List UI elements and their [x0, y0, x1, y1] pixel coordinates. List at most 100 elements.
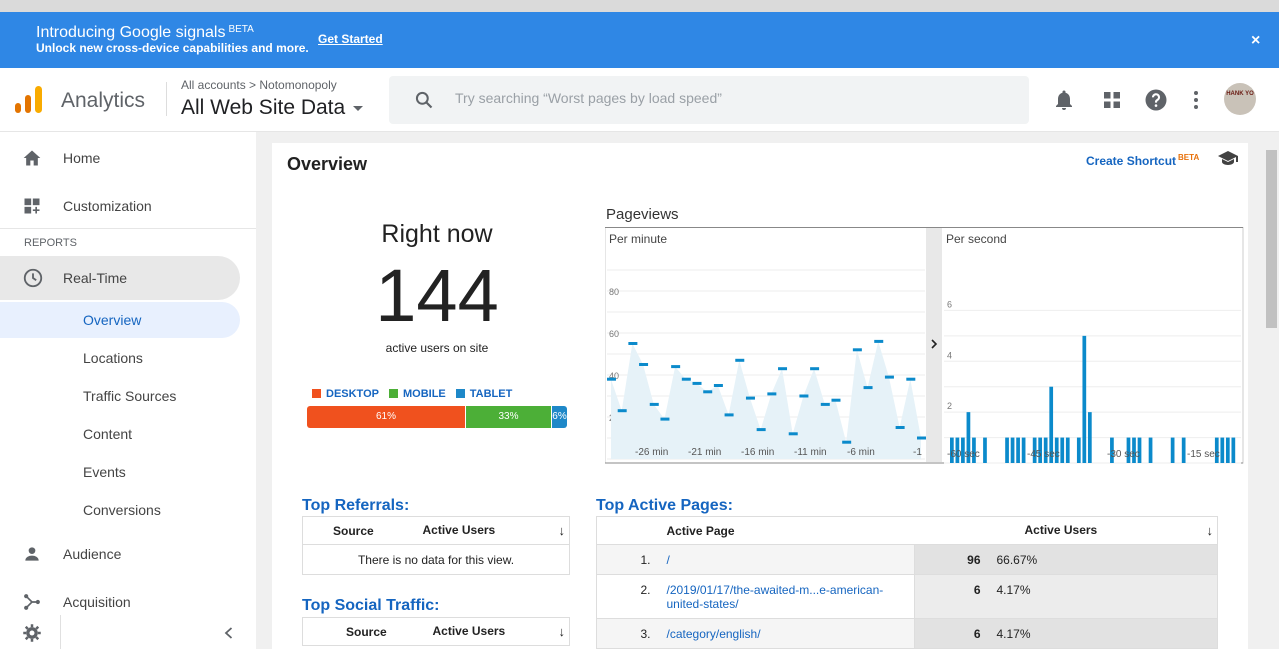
per-minute-point — [607, 377, 616, 381]
clock-icon — [23, 268, 43, 288]
sidebar-subitem-label: Overview — [83, 312, 142, 328]
avatar[interactable]: HANK YO — [1224, 83, 1256, 115]
y-tick-label: 80 — [609, 287, 619, 297]
device-segment-mobile: 33% — [466, 406, 551, 428]
legend-desktop: DESKTOP — [312, 388, 379, 400]
col-active-users[interactable]: Active Users ↓ — [432, 617, 570, 646]
x-tick-label: -1 — [913, 447, 922, 458]
referrals-table: Source Active Users ↓ There is no data fo… — [302, 516, 570, 575]
sidebar-item-label: Customization — [63, 198, 152, 214]
table-row: 1. / 96 66.67% — [596, 544, 1218, 575]
chevron-right-icon — [931, 339, 938, 349]
top-pages-title: Top Active Pages: — [596, 497, 733, 514]
get-started-link[interactable]: Get Started — [318, 32, 383, 46]
col-active-users[interactable]: Active Users ↓ — [988, 516, 1218, 545]
row-users: 6 — [914, 574, 989, 619]
search-input[interactable] — [455, 90, 1005, 106]
account-breadcrumb[interactable]: All accounts > Notomonopoly — [181, 78, 337, 92]
signals-banner: Introducing Google signals BETA Unlock ne… — [0, 12, 1279, 68]
sidebar-subitem-locations[interactable]: Locations — [0, 340, 240, 376]
bell-icon[interactable] — [1052, 88, 1076, 112]
per-second-bar — [1032, 437, 1037, 463]
per-second-bar — [1132, 437, 1136, 463]
row-users: 96 — [914, 544, 989, 575]
per-minute-label: Per minute — [609, 232, 667, 246]
x-tick-label: -45 sec — [1027, 449, 1060, 460]
scrollbar-thumb[interactable] — [1266, 150, 1277, 328]
per-minute-point — [863, 386, 873, 390]
sidebar-subitem-label: Conversions — [83, 502, 161, 518]
page-link[interactable]: /2019/01/17/the-awaited-m...e-american-u… — [658, 574, 915, 619]
help-icon[interactable] — [1144, 88, 1168, 112]
per-second-bar — [1005, 437, 1009, 463]
sidebar-subitem-content[interactable]: Content — [0, 416, 240, 452]
per-second-bar — [1021, 437, 1026, 463]
sidebar-subitem-conversions[interactable]: Conversions — [0, 492, 240, 528]
property-selector[interactable]: All Web Site Data — [181, 96, 364, 120]
gear-icon[interactable] — [22, 623, 42, 643]
per-second-label: Per second — [946, 232, 1007, 246]
sidebar-item-label: Real-Time — [63, 270, 128, 286]
page-link[interactable]: /category/english/ — [658, 618, 915, 649]
col-label: Active Users — [1024, 523, 1098, 537]
mobile-swatch — [388, 389, 398, 398]
search-box[interactable] — [389, 76, 1029, 124]
sidebar-item-audience[interactable]: Audience — [0, 532, 240, 576]
col-label: Active Users — [422, 523, 496, 537]
per-second-bar — [1082, 335, 1087, 463]
apps-grid-icon[interactable] — [1100, 88, 1124, 112]
tablet-swatch — [455, 389, 465, 398]
per-minute-point — [681, 377, 691, 381]
collapse-chevron-icon[interactable] — [222, 626, 236, 640]
close-icon[interactable]: × — [1251, 32, 1261, 49]
per-minute-point — [799, 394, 809, 398]
device-legend: DESKTOP MOBILE TABLET — [312, 388, 512, 400]
graduation-cap-icon[interactable] — [1217, 150, 1239, 166]
sidebar-item-realtime[interactable]: Real-Time — [0, 256, 240, 300]
x-tick-label: -6 min — [847, 447, 875, 458]
col-source[interactable]: Source — [302, 617, 433, 646]
search-icon — [415, 91, 433, 109]
person-icon — [25, 547, 39, 561]
per-minute-point — [735, 358, 745, 362]
sort-arrow-icon: ↓ — [1206, 523, 1214, 538]
col-active-users[interactable]: Active Users ↓ — [422, 516, 570, 545]
col-label: Active Users — [432, 624, 506, 638]
per-minute-point — [724, 413, 734, 417]
per-minute-point — [917, 436, 926, 440]
sidebar-subitem-label: Events — [83, 464, 126, 480]
per-second-bar — [1076, 437, 1081, 463]
vertical-scrollbar[interactable] — [1264, 132, 1279, 649]
sidebar-subitem-events[interactable]: Events — [0, 454, 240, 490]
col-spacer — [914, 516, 989, 545]
per-minute-point — [692, 381, 702, 385]
sidebar-item-home[interactable]: Home — [0, 136, 240, 180]
per-minute-point — [767, 392, 777, 396]
sidebar-item-customization[interactable]: Customization — [0, 184, 240, 228]
sidebar-subitem-overview[interactable]: Overview — [0, 302, 240, 338]
device-segment-tablet: 6% — [552, 406, 567, 428]
top-referrals-title: Top Referrals: — [302, 497, 410, 514]
sidebar-item-acquisition[interactable]: Acquisition — [0, 580, 240, 624]
header-divider — [166, 82, 167, 116]
page-link[interactable]: / — [658, 544, 915, 575]
per-second-bar — [983, 437, 987, 463]
per-second-bar — [1010, 437, 1015, 463]
banner-title: Introducing Google signals BETA — [36, 24, 254, 41]
col-source[interactable]: Source — [302, 516, 423, 545]
x-tick-label: -26 min — [635, 447, 668, 458]
create-shortcut-link[interactable]: Create Shortcut BETA — [1086, 153, 1199, 168]
sidebar-item-label: Home — [63, 150, 101, 166]
per-minute-point — [628, 342, 638, 345]
per-minute-point — [906, 377, 916, 381]
col-active-page[interactable]: Active Page — [658, 516, 915, 545]
sidebar-subitem-traffic-sources[interactable]: Traffic Sources — [0, 378, 240, 414]
per-second-bar — [1148, 437, 1153, 463]
top-social-title: Top Social Traffic: — [302, 597, 440, 614]
per-minute-point — [756, 428, 766, 432]
legend-label: DESKTOP — [326, 388, 379, 400]
more-vertical-icon[interactable] — [1184, 88, 1208, 112]
x-tick-label: -30 sec — [1107, 449, 1140, 460]
sidebar-footer — [0, 615, 256, 649]
per-minute-point — [820, 402, 830, 406]
